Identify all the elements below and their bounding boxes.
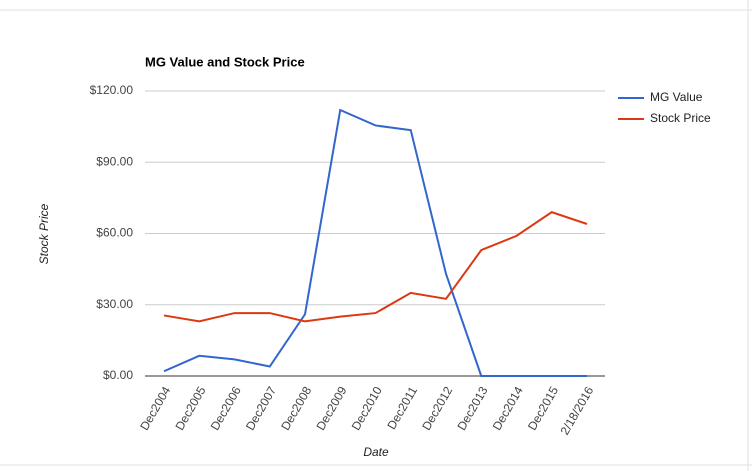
legend-label: Stock Price	[650, 111, 711, 125]
y-tick-label: $60.00	[96, 226, 133, 240]
y-tick-label: $0.00	[103, 368, 133, 382]
y-tick-label: $120.00	[90, 83, 134, 97]
y-axis-title: Stock Price	[37, 203, 51, 264]
x-axis-title: Date	[363, 445, 389, 459]
y-tick-label: $30.00	[96, 297, 133, 311]
data-line	[163, 211, 588, 323]
y-tick-label: $90.00	[96, 154, 133, 168]
legend-label: MG Value	[650, 90, 703, 104]
chart-title: MG Value and Stock Price	[145, 54, 305, 69]
data-line	[163, 108, 587, 377]
